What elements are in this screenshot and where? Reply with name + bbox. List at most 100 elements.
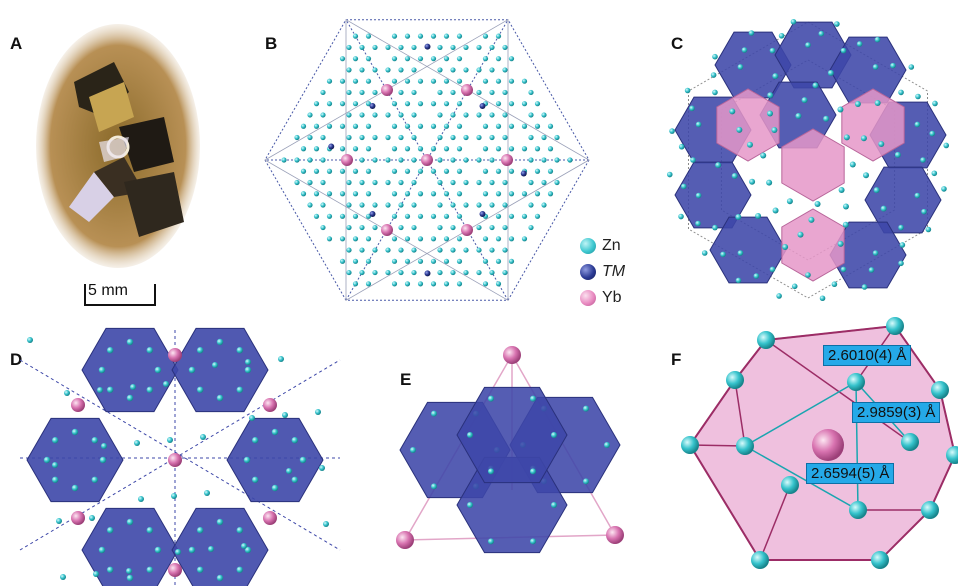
- zn-atom: [463, 179, 469, 186]
- zn-atom: [417, 56, 424, 62]
- zn-atom: [278, 356, 284, 362]
- zn-atom: [372, 44, 378, 51]
- zn-atom: [908, 64, 915, 70]
- polyhedron-edge: [689, 444, 761, 561]
- zn-atom: [320, 157, 326, 163]
- zn-atom: [528, 157, 534, 163]
- zn-atom: [931, 170, 938, 177]
- zn-atom: [313, 191, 320, 197]
- zn-atom: [372, 224, 378, 231]
- zn-atom: [790, 18, 797, 25]
- zn-atom: [534, 123, 541, 129]
- zn-atom: [339, 101, 346, 107]
- zn-atom: [437, 247, 443, 253]
- zn-atom: [583, 405, 589, 412]
- zn-atom: [476, 224, 482, 231]
- zn-atom: [411, 134, 417, 141]
- zn-atom: [91, 437, 98, 444]
- zn-atom: [391, 33, 398, 39]
- zn-atom: [56, 518, 62, 524]
- zn-atom: [372, 89, 378, 96]
- zn-atom: [352, 101, 359, 107]
- yb-atom: [381, 224, 393, 236]
- zn-atom: [307, 179, 313, 186]
- zn-atom: [43, 456, 51, 464]
- zn-atom: [417, 191, 424, 197]
- polyhedron-edge: [894, 325, 941, 391]
- polyhedron-edge: [759, 484, 791, 561]
- zn-atom: [456, 33, 463, 39]
- zn-atom: [365, 146, 372, 152]
- zn-atom: [352, 168, 359, 174]
- zn-atom: [365, 258, 372, 264]
- zn-atom: [359, 157, 365, 163]
- zn-atom: [456, 213, 463, 219]
- zn-atom: [411, 44, 417, 51]
- tm-atom: [424, 270, 431, 277]
- zn-atom: [236, 386, 243, 393]
- zn-atom: [443, 213, 450, 219]
- zn-atom: [352, 281, 359, 287]
- panel-label-f: F: [671, 350, 682, 369]
- zn-atom: [534, 101, 541, 107]
- zn-atom: [736, 437, 754, 455]
- yb-atom: [71, 398, 85, 412]
- distance-label-3: 2.6594(5) Å: [806, 463, 895, 484]
- zn-atom: [326, 123, 333, 129]
- zn-atom: [508, 56, 515, 62]
- zn-atom: [842, 221, 849, 228]
- zn-atom: [521, 78, 528, 84]
- zn-atom: [508, 146, 515, 152]
- zn-atom: [502, 224, 508, 231]
- zn-atom: [430, 191, 437, 197]
- zn-atom: [216, 394, 224, 402]
- zn-atom: [326, 78, 333, 84]
- zn-atom: [398, 224, 404, 231]
- zn-atom: [404, 281, 411, 287]
- yb-atom: [461, 84, 473, 96]
- yb-atom: [263, 398, 277, 412]
- zn-atom: [502, 67, 508, 73]
- zn-atom: [463, 269, 469, 276]
- zn-atom: [489, 112, 495, 118]
- tm-atom: [328, 143, 335, 150]
- yb-icon: [580, 290, 596, 306]
- zn-atom: [508, 78, 515, 84]
- zn-atom: [760, 152, 767, 159]
- zn-atom: [300, 191, 307, 197]
- zn-atom: [450, 89, 456, 96]
- zn-atom: [489, 44, 495, 51]
- zn-atom: [188, 366, 196, 374]
- zn-atom: [411, 89, 417, 96]
- zn-atom: [385, 44, 391, 51]
- panel-label-a: A: [10, 34, 23, 53]
- zn-atom: [901, 433, 919, 451]
- zn-atom: [130, 384, 136, 390]
- zn-atom: [541, 179, 547, 186]
- zn-atom: [326, 168, 333, 174]
- zn-atom: [359, 134, 365, 141]
- zn-atom: [320, 89, 326, 96]
- zn-atom: [346, 269, 352, 276]
- zn-atom: [372, 202, 378, 208]
- zn-atom: [443, 281, 450, 287]
- polyhedron-edge: [765, 325, 896, 341]
- zn-atom: [482, 168, 489, 174]
- zn-atom: [450, 247, 456, 253]
- zn-atom: [437, 44, 443, 51]
- zn-atom: [212, 362, 218, 368]
- zn-atom: [352, 236, 359, 242]
- zn-atom: [805, 272, 811, 278]
- zn-atom: [695, 121, 702, 128]
- zn-atom: [437, 202, 443, 208]
- zn-atom: [695, 220, 701, 227]
- zn-atom: [463, 247, 469, 253]
- zn-atom: [346, 112, 352, 118]
- zn-atom: [365, 78, 372, 84]
- zn-atom: [801, 97, 808, 104]
- zn-atom: [530, 538, 536, 545]
- tm-atom: [424, 43, 431, 50]
- zn-atom: [352, 258, 359, 264]
- zn-atom: [456, 56, 463, 62]
- zn-atom: [216, 574, 224, 582]
